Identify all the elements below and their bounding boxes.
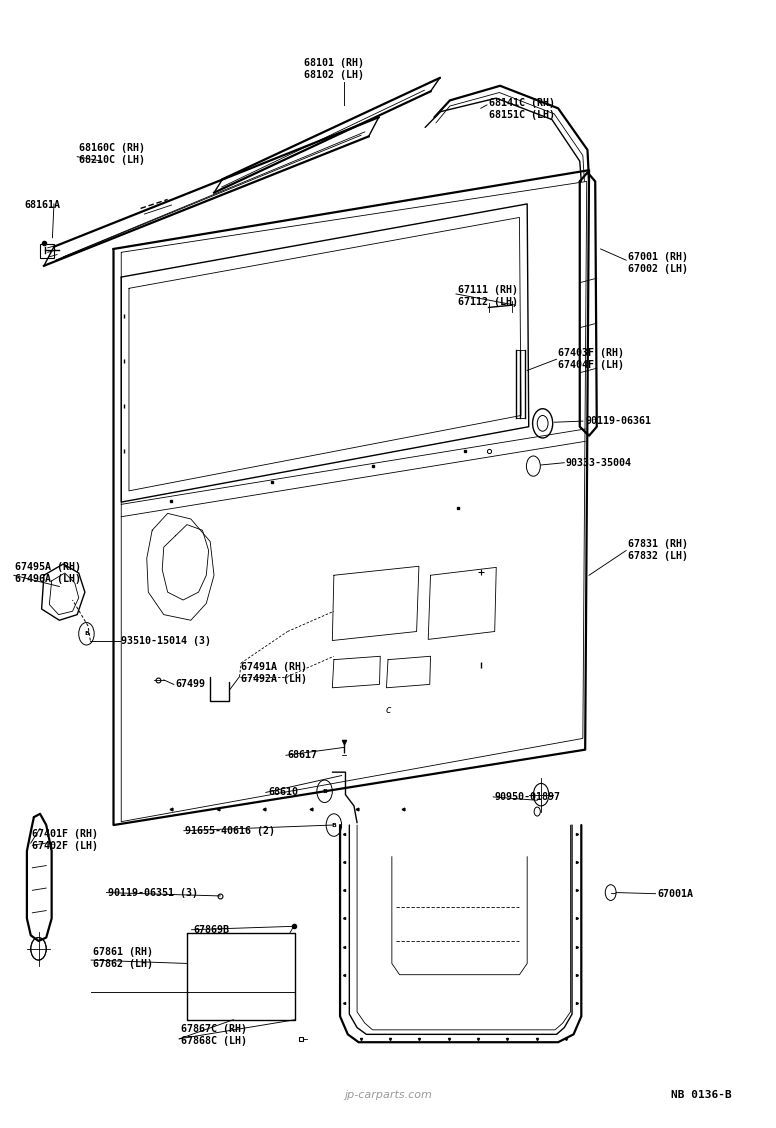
Text: 67831 (RH)
67832 (LH): 67831 (RH) 67832 (LH) (628, 539, 688, 561)
Bar (40, 245, 54, 258)
Text: 67001 (RH)
67002 (LH): 67001 (RH) 67002 (LH) (628, 252, 688, 274)
Text: 67869B: 67869B (193, 925, 229, 935)
Text: 67495A (RH)
67496A (LH): 67495A (RH) 67496A (LH) (16, 562, 81, 584)
Text: 90333-35004: 90333-35004 (566, 458, 632, 468)
Text: 91655-40616 (2): 91655-40616 (2) (185, 826, 275, 836)
Text: 93510-15014 (3): 93510-15014 (3) (121, 635, 211, 645)
Text: 68141C (RH)
68151C (LH): 68141C (RH) 68151C (LH) (489, 97, 555, 120)
Text: 67111 (RH)
67112 (LH): 67111 (RH) 67112 (LH) (458, 285, 518, 308)
Text: 67861 (RH)
67862 (LH): 67861 (RH) 67862 (LH) (92, 948, 153, 969)
Text: c: c (386, 705, 390, 715)
Text: NB 0136-B: NB 0136-B (671, 1090, 732, 1100)
Text: 67001A: 67001A (657, 889, 693, 899)
Text: 68160C (RH)
68210C (LH): 68160C (RH) 68210C (LH) (78, 142, 144, 165)
Text: jp-carparts.com: jp-carparts.com (344, 1090, 432, 1100)
Text: B: B (84, 632, 89, 636)
Text: 90119-06351 (3): 90119-06351 (3) (108, 888, 198, 898)
Text: 68101 (RH)
68102 (LH): 68101 (RH) 68102 (LH) (304, 59, 364, 80)
Text: 68161A: 68161A (25, 200, 61, 210)
Text: 67491A (RH)
67492A (LH): 67491A (RH) 67492A (LH) (241, 662, 307, 685)
Text: B: B (331, 822, 336, 828)
Text: 67403F (RH)
67404F (LH): 67403F (RH) 67404F (LH) (558, 349, 624, 370)
Text: 67499: 67499 (175, 679, 206, 689)
Text: 67401F (RH)
67402F (LH): 67401F (RH) 67402F (LH) (33, 829, 99, 851)
Text: B: B (322, 788, 327, 794)
Text: 68610: 68610 (268, 787, 298, 797)
Text: 90119-06361: 90119-06361 (585, 416, 651, 426)
Text: 90950-01897: 90950-01897 (495, 792, 561, 802)
Text: 68617: 68617 (287, 750, 317, 760)
Text: 67867C (RH)
67868C (LH): 67867C (RH) 67868C (LH) (181, 1023, 247, 1046)
